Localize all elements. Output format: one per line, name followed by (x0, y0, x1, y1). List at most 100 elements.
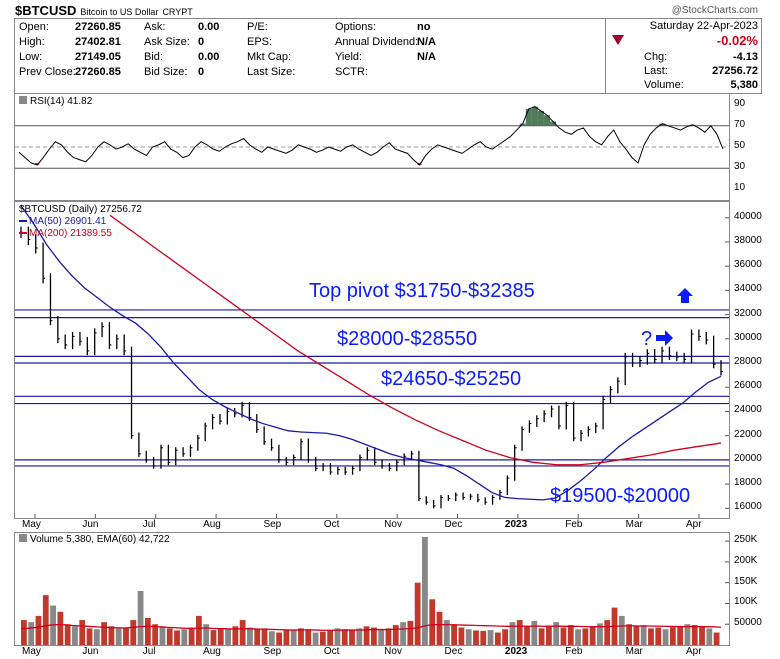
volume-bar (261, 628, 268, 645)
volume-bar (42, 595, 49, 645)
volume-bar (407, 620, 414, 645)
ask-value-3: 0 (198, 66, 205, 78)
fund-label-0: P/E: (247, 21, 268, 33)
rsi-tick-10: 10 (734, 182, 746, 194)
price-tick-36000: 36000 (734, 259, 762, 271)
price-panel: $BTCUSD (Daily) 27256.72 MA(50) 26901.41… (14, 201, 730, 519)
opts-label-0: Options: (335, 21, 376, 33)
volume-x-tick-Apr: Apr (686, 646, 702, 657)
volume-bar (524, 626, 530, 645)
level-label-top-pivot: Top pivot $31750-$32385 (309, 280, 535, 302)
ask-label-2: Bid: (144, 51, 163, 63)
volume-bar (239, 620, 246, 645)
volume-bar (174, 630, 180, 645)
volume-bar (473, 630, 479, 645)
volume-bar (254, 629, 261, 645)
volume-bar (305, 629, 312, 645)
volume-bar (28, 622, 35, 645)
volume-x-tick-Aug: Aug (203, 646, 221, 657)
rsi-panel: RSI(14) 41.82 (14, 93, 730, 201)
opts-label-1: Annual Dividend: (335, 36, 419, 48)
rsi-line (18, 106, 724, 166)
volume-x-tick-2023: 2023 (504, 646, 528, 657)
opts-label-2: Yield: (335, 51, 363, 63)
volume-bar (684, 624, 691, 645)
last-quote-panel: Saturday 22-Apr-2023 -0.02% Chg: -4.13 L… (605, 19, 762, 93)
level-label-19500: $19500-$20000 (550, 485, 691, 507)
volume-bar (618, 615, 625, 645)
volume-bar (640, 625, 647, 645)
volume-bar (101, 622, 107, 645)
chg-value: -4.13 (732, 51, 758, 63)
volume-bar (371, 627, 377, 645)
volume-bar (283, 630, 290, 645)
quotes-label-1: High: (19, 36, 45, 48)
ma50-legend: MA(50) 26901.41 (19, 216, 142, 228)
volume-x-axis: May Jun Jul Aug Sep Oct Nov Dec 2023 Feb Mar Apr (14, 645, 728, 659)
volume-x-tick-Mar: Mar (625, 646, 643, 657)
up-arrow-icon (677, 288, 693, 303)
ask-column: Ask: 0.00 Ask Size: 0 Bid: 0.00 Bid Size: 0 (140, 19, 230, 93)
volume-bar (414, 582, 421, 645)
volume-legend: Volume 5,380, EMA(60) 42,722 (19, 534, 170, 546)
opts-value-2: N/A (417, 51, 436, 63)
volume-bar (181, 629, 188, 645)
rsi-chart (15, 106, 729, 169)
volume-bar (677, 626, 684, 645)
volume-bar (166, 628, 173, 645)
volume-x-tick-Sep: Sep (263, 646, 282, 657)
level-label-24650: $24650-$25250 (381, 368, 522, 390)
volume-x-tick-Jun: Jun (82, 646, 99, 657)
ask-label-0: Ask: (144, 21, 166, 33)
volume-bar (341, 629, 348, 645)
symbol-name: Bitcoin to US Dollar (80, 7, 159, 17)
volume-tick-2: 150K (734, 575, 758, 587)
x-tick-Oct: Oct (323, 519, 340, 530)
volume-bar (494, 632, 501, 645)
volume-panel: Volume 5,380, EMA(60) 42,722 (14, 532, 730, 646)
volume-bar (86, 628, 93, 645)
x-tick-Jun: Jun (82, 519, 99, 530)
volume-bar (597, 623, 603, 645)
quotes-label-2: Low: (19, 51, 43, 63)
price-tick-26000: 26000 (734, 380, 762, 392)
opts-label-3: SCTR: (335, 66, 368, 78)
x-tick-Dec: Dec (444, 519, 463, 530)
rsi-tick-30: 30 (734, 161, 746, 173)
volume-label: Volume: (644, 79, 684, 91)
x-tick-2023: 2023 (504, 519, 528, 530)
volume-chart (20, 537, 729, 645)
down-arrow-icon (612, 35, 624, 45)
rsi-legend: RSI(14) 41.82 (19, 96, 92, 108)
ma200-legend-text: MA(200) 21389.55 (29, 228, 112, 239)
change-percent: -0.02% (716, 33, 758, 48)
fundamentals-column: P/E: EPS: Mkt Cap: Last Size: (243, 19, 333, 93)
volume-bar (232, 626, 239, 645)
options-column: Options: no Annual Dividend: N/A Yield: N/A SC… (331, 19, 441, 93)
x-tick-Jul: Jul (142, 519, 156, 530)
volume-value: 5,380 (730, 79, 758, 91)
volume-bar (247, 627, 253, 645)
volume-bar (531, 620, 538, 645)
price-tick-24000: 24000 (734, 404, 762, 416)
volume-bar (560, 627, 567, 645)
fund-label-3: Last Size: (247, 66, 296, 78)
volume-bar (487, 630, 494, 645)
rsi-overbought-fill (519, 106, 696, 126)
chart-title: $BTCUSD Bitcoin to US Dollar CRYPT (15, 3, 193, 18)
volume-bar (400, 622, 406, 645)
volume-bar (669, 627, 676, 645)
price-y-axis: 40000 38000 36000 34000 32000 30000 28000 26000… (730, 201, 780, 517)
volume-bar (451, 624, 457, 645)
volume-tick-1: 200K (734, 554, 758, 566)
opts-value-1: N/A (417, 36, 436, 48)
volume-bar (575, 629, 581, 645)
ma50-line (20, 205, 722, 501)
volume-bar (648, 628, 654, 645)
quotes-label-0: Open: (19, 21, 49, 33)
volume-tick-0: 250K (734, 534, 758, 546)
volume-bar (196, 615, 202, 645)
volume-bar (64, 624, 71, 645)
last-label: Last: (644, 65, 668, 77)
volume-bar (385, 628, 392, 645)
